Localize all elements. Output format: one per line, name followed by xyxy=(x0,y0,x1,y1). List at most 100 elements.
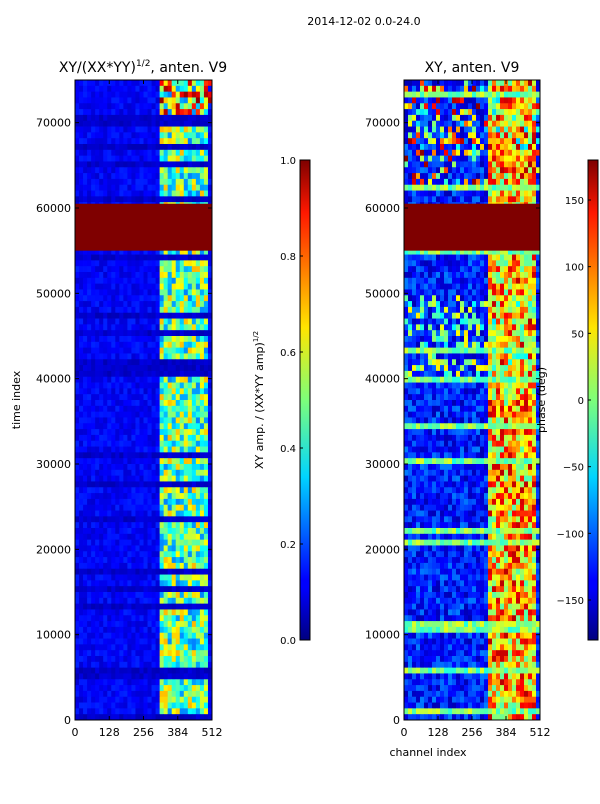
amplitude-heatmap-cell xyxy=(91,703,95,709)
phase-heatmap-cell xyxy=(452,161,456,167)
phase-heatmap-cell xyxy=(412,191,416,197)
amplitude-heatmap-cell xyxy=(200,185,204,191)
amplitude-heatmap-cell xyxy=(139,336,143,342)
amplitude-heatmap-cell xyxy=(127,336,131,342)
amplitude-heatmap-cell xyxy=(204,150,208,156)
amplitude-heatmap-cell xyxy=(91,342,95,348)
amplitude-heatmap-cell xyxy=(131,481,135,487)
amplitude-heatmap-cell xyxy=(75,383,79,389)
amplitude-heatmap-cell xyxy=(99,173,103,179)
amplitude-heatmap-cell xyxy=(103,604,107,610)
amplitude-heatmap-cell xyxy=(131,371,135,377)
amplitude-heatmap-cell xyxy=(200,452,204,458)
amplitude-heatmap-cell xyxy=(200,383,204,389)
amplitude-heatmap-cell xyxy=(196,679,200,685)
amplitude-heatmap-cell xyxy=(107,138,111,144)
amplitude-heatmap-cell xyxy=(87,441,91,447)
amplitude-heatmap-cell xyxy=(196,138,200,144)
amplitude-heatmap-cell xyxy=(192,156,196,162)
amplitude-heatmap-cell xyxy=(188,435,192,441)
amplitude-heatmap-cell xyxy=(95,545,99,551)
amplitude-heatmap-cell xyxy=(99,272,103,278)
phase-heatmap-cell xyxy=(432,278,436,284)
amplitude-heatmap-cell xyxy=(75,458,79,464)
amplitude-heatmap-cell xyxy=(196,662,200,668)
amplitude-heatmap-cell xyxy=(168,703,172,709)
amplitude-heatmap-cell xyxy=(103,505,107,511)
amplitude-heatmap-cell xyxy=(79,714,83,720)
phase-heatmap-cell xyxy=(460,179,464,185)
amplitude-heatmap-cell xyxy=(123,505,127,511)
amplitude-heatmap-cell xyxy=(91,691,95,697)
amplitude-colorbar-tick-label: 0.2 xyxy=(280,540,296,551)
amplitude-heatmap-cell xyxy=(123,708,127,714)
amplitude-heatmap-cell xyxy=(135,342,139,348)
amplitude-heatmap-cell xyxy=(144,156,148,162)
amplitude-heatmap-cell xyxy=(91,609,95,615)
phase-heatmap-cell xyxy=(416,272,420,278)
amplitude-heatmap-cell xyxy=(144,191,148,197)
amplitude-heatmap-cell xyxy=(168,511,172,517)
phase-heatmap-cell xyxy=(500,173,504,179)
amplitude-heatmap-cell xyxy=(204,394,208,400)
amplitude-heatmap-cell xyxy=(164,627,168,633)
amplitude-heatmap-cell xyxy=(131,598,135,604)
amplitude-heatmap-cell xyxy=(200,196,204,202)
amplitude-heatmap-cell xyxy=(127,679,131,685)
amplitude-heatmap-cell xyxy=(180,679,184,685)
amplitude-heatmap-cell xyxy=(95,371,99,377)
amplitude-heatmap-cell xyxy=(83,534,87,540)
amplitude-heatmap-cell xyxy=(135,417,139,423)
amplitude-heatmap-cell xyxy=(180,644,184,650)
phase-heatmap-cell xyxy=(488,266,492,272)
amplitude-heatmap-cell xyxy=(196,598,200,604)
phase-heatmap-cell xyxy=(448,86,452,92)
phase-heatmap-cell xyxy=(488,144,492,150)
phase-heatmap-cell xyxy=(472,255,476,261)
phase-heatmap-cell xyxy=(512,185,516,191)
amplitude-heatmap-cell xyxy=(75,394,79,400)
amplitude-heatmap-cell xyxy=(115,703,119,709)
amplitude-heatmap-cell xyxy=(139,412,143,418)
amplitude-heatmap-cell xyxy=(107,673,111,679)
phase-heatmap-cell xyxy=(512,167,516,173)
amplitude-heatmap-cell xyxy=(87,336,91,342)
amplitude-heatmap-cell xyxy=(160,569,164,575)
phase-heatmap-cell xyxy=(416,127,420,133)
amplitude-heatmap-cell xyxy=(168,633,172,639)
amplitude-heatmap-cell xyxy=(127,307,131,313)
amplitude-heatmap-cell xyxy=(123,161,127,167)
amplitude-heatmap-cell xyxy=(156,173,160,179)
amplitude-heatmap-cell xyxy=(200,423,204,429)
phase-heatmap-cell xyxy=(452,132,456,138)
amplitude-heatmap-cell xyxy=(115,86,119,92)
phase-heatmap-cell xyxy=(520,109,524,115)
phase-heatmap-cell xyxy=(516,161,520,167)
phase-heatmap-cell xyxy=(416,191,420,197)
amplitude-heatmap-cell xyxy=(196,272,200,278)
phase-heatmap-cell xyxy=(424,196,428,202)
amplitude-heatmap-cell xyxy=(148,156,152,162)
amplitude-heatmap-cell xyxy=(188,493,192,499)
phase-heatmap-cell xyxy=(472,121,476,127)
phase-heatmap-cell xyxy=(512,121,516,127)
amplitude-heatmap-cell xyxy=(164,103,168,109)
phase-heatmap-cell xyxy=(408,196,412,202)
amplitude-heatmap-cell xyxy=(200,365,204,371)
amplitude-heatmap-cell xyxy=(148,540,152,546)
amplitude-heatmap-cell xyxy=(172,185,176,191)
phase-heatmap-cell xyxy=(532,191,536,197)
phase-heatmap-cell xyxy=(448,255,452,261)
amplitude-ytick-label: 20000 xyxy=(36,543,71,556)
amplitude-heatmap-cell xyxy=(200,522,204,528)
amplitude-heatmap-cell xyxy=(87,580,91,586)
phase-heatmap-cell xyxy=(460,92,464,98)
amplitude-heatmap-cell xyxy=(95,255,99,261)
amplitude-heatmap-cell xyxy=(164,388,168,394)
amplitude-heatmap-cell xyxy=(184,557,188,563)
amplitude-heatmap-cell xyxy=(107,161,111,167)
amplitude-heatmap-cell xyxy=(87,92,91,98)
amplitude-heatmap-cell xyxy=(111,167,115,173)
amplitude-heatmap-cell xyxy=(83,452,87,458)
amplitude-heatmap-cell xyxy=(111,400,115,406)
